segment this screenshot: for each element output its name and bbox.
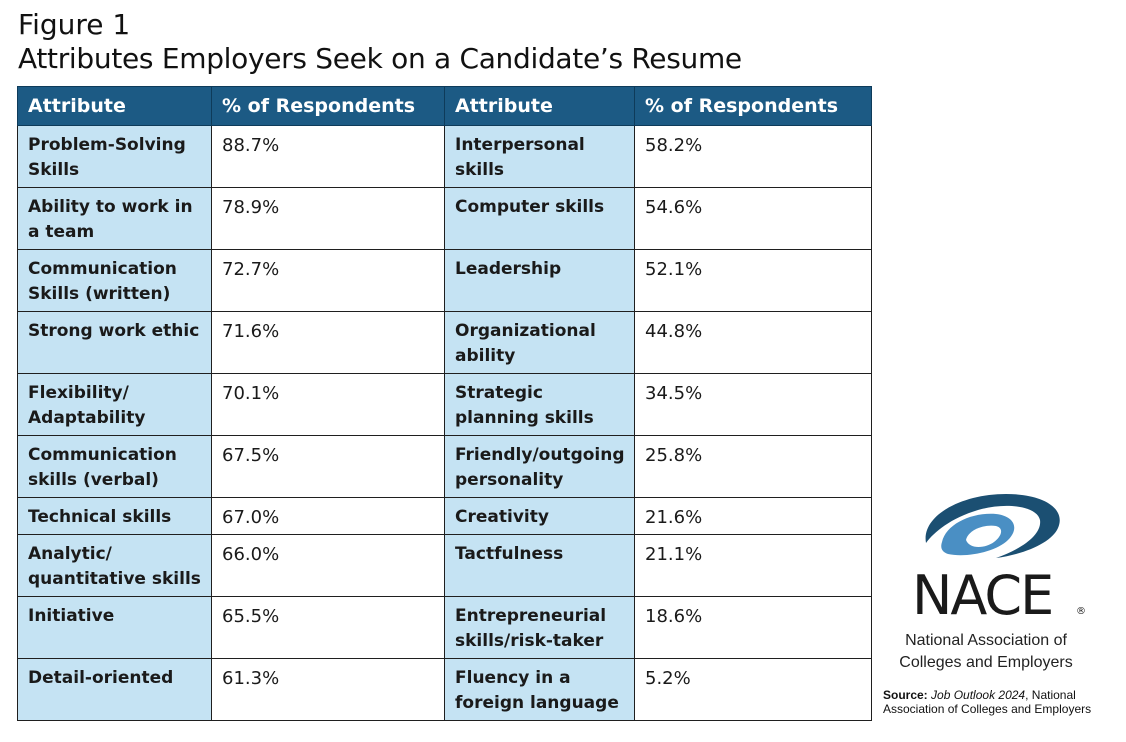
table-row: Technical skills 67.0% Creativity 21.6%	[17, 497, 872, 535]
percent-cell: 88.7%	[211, 125, 445, 188]
registered-mark: ®	[1076, 606, 1086, 617]
percent-cell: 66.0%	[211, 534, 445, 597]
nace-logo-mark-icon: NACE ®	[912, 494, 1086, 620]
header-percent-right: % of Respondents	[634, 86, 872, 126]
percent-cell: 67.0%	[211, 497, 445, 535]
percent-cell: 61.3%	[211, 658, 445, 721]
percent-cell: 71.6%	[211, 311, 445, 374]
attribute-cell: Analytic/ quantitative skills	[17, 534, 212, 597]
attribute-cell: Technical skills	[17, 497, 212, 535]
attribute-cell: Flexibility/ Adaptability	[17, 373, 212, 436]
attribute-cell: Friendly/outgoing personality	[444, 435, 635, 498]
attribute-cell: Problem-Solving Skills	[17, 125, 212, 188]
table-row: Communication Skills (written) 72.7% Lea…	[17, 249, 872, 312]
percent-cell: 21.6%	[634, 497, 872, 535]
percent-cell: 67.5%	[211, 435, 445, 498]
attribute-cell: Communication Skills (written)	[17, 249, 212, 312]
attribute-cell: Strategic planning skills	[444, 373, 635, 436]
percent-cell: 54.6%	[634, 187, 872, 250]
org-name-line-1: National Association of	[905, 632, 1067, 649]
percent-cell: 52.1%	[634, 249, 872, 312]
nace-logo: NACE ®	[880, 488, 1110, 620]
source-note: Source: Job Outlook 2024, National Assoc…	[883, 688, 1123, 716]
percent-cell: 72.7%	[211, 249, 445, 312]
organization-name: National Association of Colleges and Emp…	[886, 630, 1086, 674]
org-name-line-2: Colleges and Employers	[899, 654, 1073, 671]
header-percent-left: % of Respondents	[211, 86, 445, 126]
source-rest-line-1: , National	[1025, 688, 1076, 702]
figure-title: Attributes Employers Seek on a Candidate…	[18, 42, 742, 75]
attribute-cell: Communication skills (verbal)	[17, 435, 212, 498]
attribute-cell: Tactfulness	[444, 534, 635, 597]
header-attribute-left: Attribute	[17, 86, 212, 126]
attribute-cell: Computer skills	[444, 187, 635, 250]
percent-cell: 65.5%	[211, 596, 445, 659]
attribute-cell: Interpersonal skills	[444, 125, 635, 188]
table-row: Ability to work in a team 78.9% Computer…	[17, 187, 872, 250]
table-header-row: Attribute % of Respondents Attribute % o…	[17, 86, 872, 126]
figure-label: Figure 1	[18, 8, 131, 41]
swoosh-icon	[925, 494, 1060, 558]
attribute-cell: Detail-oriented	[17, 658, 212, 721]
source-rest-line-2: Association of Colleges and Employers	[883, 702, 1092, 716]
percent-cell: 18.6%	[634, 596, 872, 659]
percent-cell: 34.5%	[634, 373, 872, 436]
wordmark: NACE	[912, 564, 1052, 620]
table-row: Detail-oriented 61.3% Fluency in a forei…	[17, 658, 872, 721]
table-row: Flexibility/ Adaptability 70.1% Strategi…	[17, 373, 872, 436]
attribute-cell: Fluency in a foreign language	[444, 658, 635, 721]
percent-cell: 78.9%	[211, 187, 445, 250]
table-row: Problem-Solving Skills 88.7% Interperson…	[17, 125, 872, 188]
attributes-table: Attribute % of Respondents Attribute % o…	[17, 86, 872, 721]
attribute-cell: Leadership	[444, 249, 635, 312]
table-row: Strong work ethic 71.6% Organizational a…	[17, 311, 872, 374]
table-row: Communication skills (verbal) 67.5% Frie…	[17, 435, 872, 498]
percent-cell: 44.8%	[634, 311, 872, 374]
percent-cell: 25.8%	[634, 435, 872, 498]
attribute-cell: Creativity	[444, 497, 635, 535]
percent-cell: 70.1%	[211, 373, 445, 436]
attribute-cell: Strong work ethic	[17, 311, 212, 374]
attribute-cell: Initiative	[17, 596, 212, 659]
percent-cell: 58.2%	[634, 125, 872, 188]
table-row: Analytic/ quantitative skills 66.0% Tact…	[17, 534, 872, 597]
percent-cell: 5.2%	[634, 658, 872, 721]
header-attribute-right: Attribute	[444, 86, 635, 126]
table-row: Initiative 65.5% Entrepreneurial skills/…	[17, 596, 872, 659]
percent-cell: 21.1%	[634, 534, 872, 597]
attribute-cell: Ability to work in a team	[17, 187, 212, 250]
source-publication: Job Outlook 2024	[931, 688, 1026, 702]
attribute-cell: Entrepreneurial skills/risk-taker	[444, 596, 635, 659]
source-label: Source:	[883, 688, 928, 702]
attribute-cell: Organizational ability	[444, 311, 635, 374]
